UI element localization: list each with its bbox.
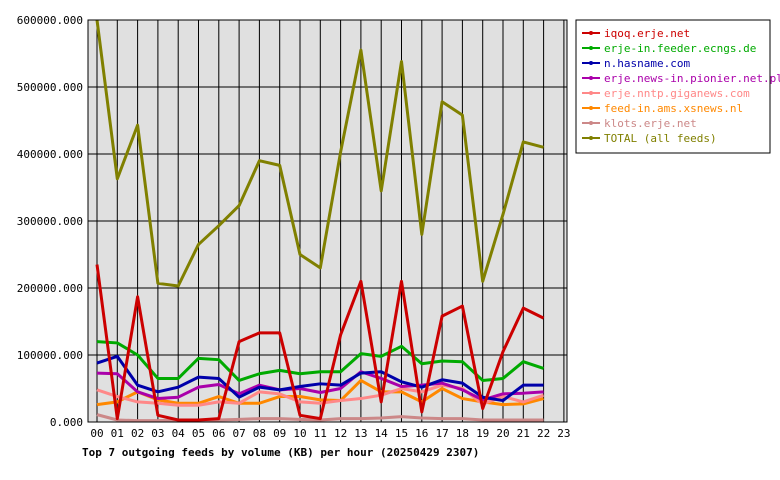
y-tick-label: 200000.000 — [17, 282, 83, 295]
x-tick-label: 17 — [435, 427, 448, 440]
legend-label: n.hasname.com — [604, 57, 690, 70]
series-line — [95, 19, 544, 288]
y-tick-label: 600000.000 — [17, 14, 83, 27]
x-tick-label: 00 — [90, 427, 103, 440]
legend-marker — [589, 106, 593, 110]
legend-marker — [589, 61, 593, 65]
y-axis-ticks: 0.000 100000.000 200000.000 300000.000 40000… — [17, 14, 83, 429]
legend-marker — [589, 91, 593, 95]
legend-label: feed-in.ams.xsnews.nl — [604, 102, 743, 115]
series-line — [95, 264, 545, 422]
legend-marker — [589, 121, 593, 125]
x-tick-label: 09 — [273, 427, 286, 440]
x-tick-label: 04 — [172, 427, 186, 440]
x-tick-label: 19 — [476, 427, 489, 440]
legend-marker — [589, 46, 593, 50]
x-tick-label: 02 — [131, 427, 144, 440]
x-tick-label: 12 — [334, 427, 347, 440]
plot-border — [87, 19, 568, 423]
y-tick-label: 0.000 — [50, 416, 83, 429]
series-line — [96, 354, 544, 403]
y-tick-label: 400000.000 — [17, 148, 83, 161]
series-line — [96, 370, 544, 402]
x-tick-label: 16 — [415, 427, 428, 440]
x-tick-label: 03 — [151, 427, 164, 440]
x-tick-label: 07 — [232, 427, 245, 440]
x-tick-label: 20 — [496, 427, 509, 440]
series-lines — [95, 19, 545, 423]
x-tick-label: 10 — [293, 427, 306, 440]
legend-label: TOTAL (all feeds) — [604, 132, 717, 145]
series-line — [96, 378, 544, 407]
x-tick-label: 23 — [557, 427, 570, 440]
y-tick-label: 100000.000 — [17, 349, 83, 362]
x-tick-label: 08 — [253, 427, 266, 440]
x-tick-label: 06 — [212, 427, 225, 440]
legend-label: iqoq.erje.net — [604, 27, 690, 40]
legend-label: erje.news-in.pionier.net.pl — [604, 72, 780, 85]
series-line — [96, 340, 545, 382]
x-tick-label: 13 — [354, 427, 367, 440]
x-tick-label: 01 — [111, 427, 124, 440]
x-tick-label: 05 — [192, 427, 205, 440]
x-tick-label: 21 — [517, 427, 530, 440]
y-tick-label: 300000.000 — [17, 215, 83, 228]
x-tick-label: 18 — [456, 427, 469, 440]
legend-marker — [589, 76, 593, 80]
legend-marker — [589, 31, 593, 35]
x-tick-label: 11 — [314, 427, 327, 440]
legend-label: erje.nntp.giganews.com — [604, 87, 750, 100]
legend: iqoq.erje.net erje-in.feeder.ecngs.de n.ha… — [575, 19, 780, 154]
legend-label: erje-in.feeder.ecngs.de — [604, 42, 756, 55]
x-tick-label: 15 — [395, 427, 408, 440]
legend-box — [575, 19, 771, 154]
x-tick-label: 22 — [537, 427, 550, 440]
legend-marker — [589, 136, 593, 140]
grid-lines — [88, 19, 567, 423]
chart-title: Top 7 outgoing feeds by volume (KB) per … — [82, 446, 479, 459]
x-axis-ticks: 00 01 02 03 04 05 06 07 08 09 10 11 12 13 14 15 16 17 18 19… — [90, 427, 570, 440]
x-tick-label: 14 — [375, 427, 389, 440]
y-tick-label: 500000.000 — [17, 81, 83, 94]
legend-label: klots.erje.net — [604, 117, 697, 130]
